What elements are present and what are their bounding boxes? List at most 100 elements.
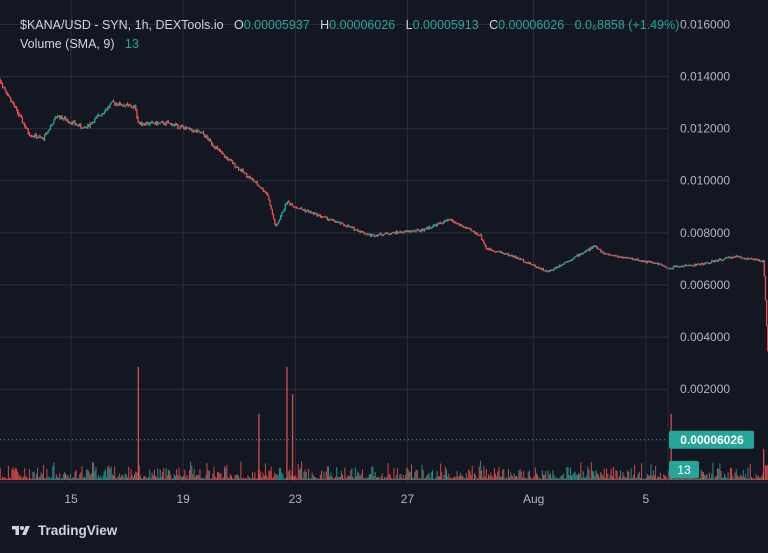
candle-body xyxy=(301,207,303,210)
candle-body xyxy=(417,229,420,232)
symbol-label[interactable]: $KANA/USD - SYN, 1h, DEXTools.io xyxy=(20,18,224,32)
candle-body xyxy=(435,224,437,227)
volume-bar xyxy=(146,478,148,480)
volume-bar xyxy=(365,476,367,480)
candle-body xyxy=(601,251,603,253)
candle-body xyxy=(739,256,741,258)
volume-bar xyxy=(585,477,587,480)
candle-body xyxy=(347,225,349,227)
candle-body xyxy=(759,260,761,262)
volume-bar xyxy=(192,474,194,480)
candle-body xyxy=(126,103,129,105)
volume-bar xyxy=(753,478,755,480)
candle-body xyxy=(733,256,735,258)
volume-bar xyxy=(125,474,127,480)
time-axis[interactable]: 15 19 23 27 Aug 5 xyxy=(64,492,649,506)
volume-bar xyxy=(481,470,483,480)
volume-bar xyxy=(436,471,438,480)
volume-bar xyxy=(498,466,500,480)
volume-bar xyxy=(687,477,689,480)
volume-bar xyxy=(571,475,573,480)
candle-body xyxy=(749,258,751,260)
volume-bar xyxy=(330,472,332,480)
volume-bar xyxy=(750,477,752,480)
high-value: 0.00006026 xyxy=(329,18,396,32)
candle-body xyxy=(330,219,332,221)
volume-label[interactable]: Volume (SMA, 9) xyxy=(20,37,115,51)
candle-body xyxy=(423,229,425,231)
volume-bar xyxy=(319,474,321,480)
candle-body xyxy=(373,234,375,237)
volume-bar xyxy=(358,473,360,480)
volume-bar xyxy=(431,470,433,480)
candle-body xyxy=(581,253,583,255)
volume-bar xyxy=(686,477,688,480)
volume-bar xyxy=(162,471,164,480)
volume-bar xyxy=(83,476,85,480)
volume-bar xyxy=(332,478,334,480)
candle-body xyxy=(98,115,101,117)
candle-body xyxy=(7,95,9,97)
candle-body xyxy=(622,257,624,259)
volume-bar xyxy=(199,469,201,480)
candle-body xyxy=(228,159,230,161)
volume-bar xyxy=(213,466,215,480)
candle-body xyxy=(320,216,323,218)
volume-bar xyxy=(579,474,581,480)
candle-body xyxy=(497,251,499,253)
candle-body xyxy=(291,204,293,207)
volume-bar xyxy=(528,470,530,480)
candle-body xyxy=(657,262,659,265)
volume-bar xyxy=(294,475,296,480)
candle-body xyxy=(35,134,38,138)
candle-body xyxy=(508,255,511,257)
candle-body xyxy=(470,228,472,231)
candle-body xyxy=(399,231,401,233)
volume-bar xyxy=(24,468,26,480)
volume-bar xyxy=(539,478,541,480)
time-tick-label: 5 xyxy=(642,492,649,506)
branding[interactable]: TradingView xyxy=(10,523,117,538)
candle-body xyxy=(131,107,133,109)
candle-body xyxy=(265,192,268,194)
volume-bar xyxy=(201,477,203,480)
high-label: H xyxy=(320,18,330,32)
candle-body xyxy=(376,234,379,236)
candle-body xyxy=(11,101,13,103)
volume-bar xyxy=(728,478,730,480)
price-axis[interactable]: 0.016000 0.014000 0.012000 0.010000 0.008000… xyxy=(680,17,730,396)
volume-bar xyxy=(567,467,569,480)
volume-bar xyxy=(191,465,193,480)
candle-body xyxy=(548,270,550,272)
volume-bar xyxy=(248,476,250,480)
candle-body xyxy=(38,136,40,138)
volume-bar xyxy=(278,467,280,480)
volume-bar xyxy=(181,477,183,480)
candle-body xyxy=(239,169,241,171)
candle-body xyxy=(687,265,689,267)
candle-body xyxy=(243,172,245,174)
volume-bar xyxy=(548,474,550,480)
candle-body xyxy=(427,227,429,229)
candle-body xyxy=(755,258,757,260)
candle-body xyxy=(150,121,152,123)
candle-body xyxy=(159,122,161,124)
volume-bar xyxy=(389,475,391,480)
volume-bar xyxy=(150,478,152,480)
volume-bar xyxy=(351,468,353,480)
volume-bar xyxy=(514,476,516,480)
volume-bar xyxy=(423,478,425,480)
candle-body xyxy=(250,178,252,180)
volume-bar xyxy=(156,476,158,480)
candle-body xyxy=(747,258,749,260)
candle-body xyxy=(287,201,289,204)
candle-body xyxy=(36,137,39,139)
volume-bar xyxy=(451,478,453,480)
volume-bar xyxy=(88,471,90,480)
candle-body xyxy=(73,121,75,123)
candle-body xyxy=(3,86,5,88)
candle-body xyxy=(173,124,175,126)
volume-bar xyxy=(471,465,473,480)
